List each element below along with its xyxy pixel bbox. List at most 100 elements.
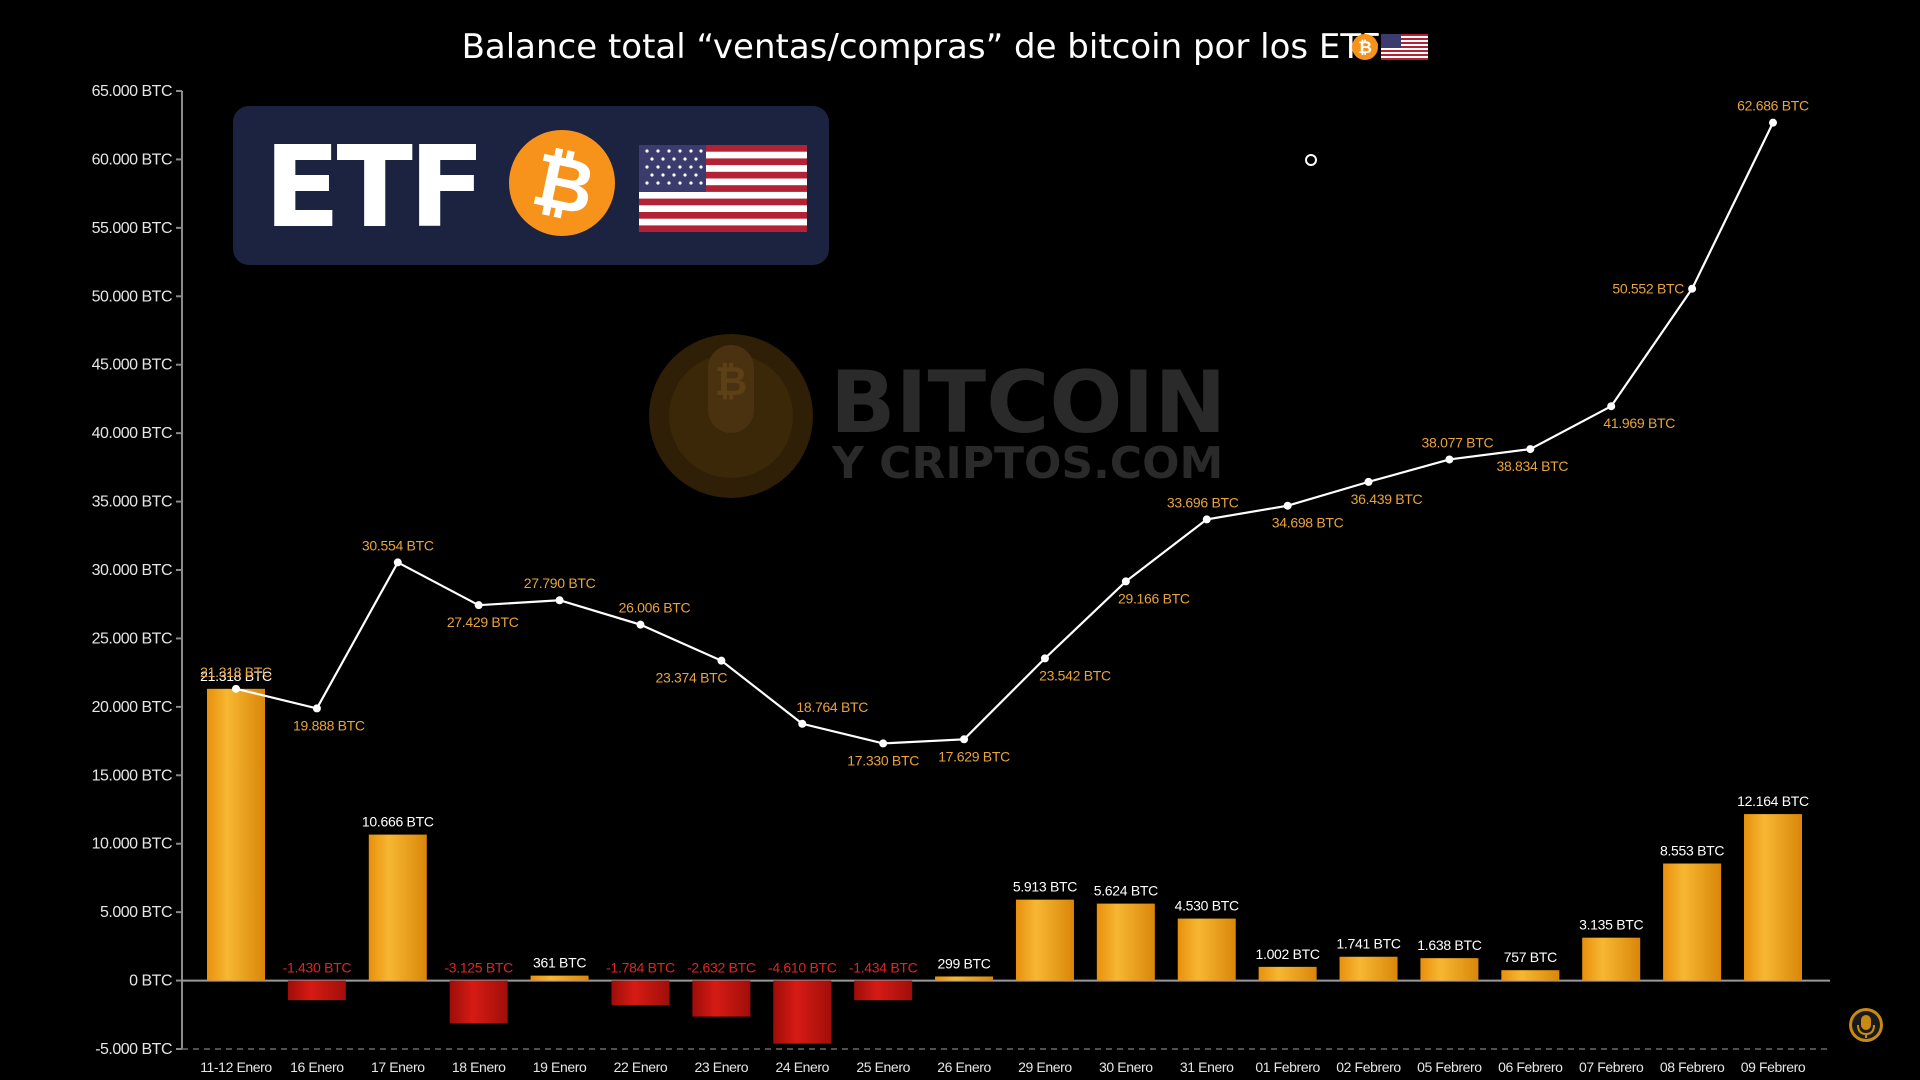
bar-value-label: -1.784 BTC (606, 960, 675, 976)
y-tick-label: -5.000 BTC (95, 1041, 172, 1058)
line-point (1688, 284, 1697, 293)
line-point (960, 735, 969, 744)
bar (1744, 814, 1802, 981)
line-value-label: 17.629 BTC (938, 748, 1010, 764)
line-point (1040, 654, 1049, 663)
line-point (1364, 477, 1373, 486)
x-tick-label: 17 Enero (371, 1059, 425, 1075)
bar (773, 980, 832, 1044)
y-tick-label: 15.000 BTC (92, 767, 172, 784)
line-value-label: 30.554 BTC (362, 537, 434, 553)
x-tick-label: 24 Enero (775, 1059, 829, 1075)
bar-value-label: 21.318 BTC (200, 668, 272, 684)
bar (854, 980, 913, 1001)
bar (207, 688, 265, 981)
bar (1015, 899, 1074, 981)
line-value-label: 18.764 BTC (796, 699, 868, 715)
x-tick-label: 09 Febrero (1741, 1059, 1806, 1075)
x-tick-label: 25 Enero (856, 1059, 910, 1075)
line-point (636, 620, 645, 629)
line-point (1607, 402, 1616, 411)
bar-series (207, 688, 1802, 1044)
x-tick-label: 16 Enero (290, 1059, 344, 1075)
bar-value-label: -1.430 BTC (283, 960, 352, 976)
line-value-label: 29.166 BTC (1118, 590, 1190, 606)
bar-value-label: 4.530 BTC (1175, 898, 1239, 914)
x-tick-label: 18 Enero (452, 1059, 506, 1075)
cursor-icon (1305, 154, 1317, 166)
bar-value-label: 5.913 BTC (1013, 879, 1077, 895)
bar (692, 980, 751, 1017)
x-tick-label: 31 Enero (1180, 1059, 1234, 1075)
line-point (1445, 455, 1454, 464)
bar (1501, 970, 1560, 981)
line-point (1202, 515, 1211, 524)
bar-value-label: 5.624 BTC (1094, 883, 1158, 899)
y-tick-label: 0 BTC (129, 973, 172, 990)
y-tick-label: 55.000 BTC (92, 220, 172, 237)
bar (611, 980, 670, 1005)
bar-value-label: -4.610 BTC (768, 960, 837, 976)
x-tick-label: 29 Enero (1018, 1059, 1072, 1075)
line-value-label: 38.077 BTC (1422, 434, 1494, 450)
bar (449, 980, 508, 1024)
etf-logo-banner: ETF ₿ (233, 106, 829, 265)
us-flag-logo-icon (639, 145, 807, 232)
y-tick-label: 45.000 BTC (92, 357, 172, 374)
y-tick-label: 40.000 BTC (92, 425, 172, 442)
bar (1339, 956, 1398, 981)
line-point (312, 704, 321, 713)
y-tick-label: 65.000 BTC (92, 83, 172, 100)
watermark-line1: BITCOIN (830, 353, 1226, 453)
y-tick-label: 5.000 BTC (100, 904, 172, 921)
line-point (474, 601, 483, 610)
line-point (1121, 577, 1130, 586)
bar (1420, 958, 1479, 981)
bar-value-label: 10.666 BTC (362, 814, 434, 830)
svg-text:₿: ₿ (715, 359, 748, 405)
x-tick-label: 05 Febrero (1417, 1059, 1482, 1075)
x-tick-label: 30 Enero (1099, 1059, 1153, 1075)
line-value-label: 17.330 BTC (847, 752, 919, 768)
x-tick-label: 23 Enero (695, 1059, 749, 1075)
bar (287, 980, 346, 1001)
y-tick-label: 50.000 BTC (92, 288, 172, 305)
bitcoin-icon: ₿ (1352, 34, 1378, 60)
bar-value-label: 1.638 BTC (1417, 937, 1481, 953)
line-point (393, 558, 402, 567)
line-value-label: 62.686 BTC (1737, 98, 1809, 114)
line-value-label: 36.439 BTC (1351, 491, 1423, 507)
x-tick-label: 01 Febrero (1255, 1059, 1320, 1075)
x-tick-label: 26 Enero (937, 1059, 991, 1075)
line-value-label: 50.552 BTC (1612, 281, 1684, 297)
x-tick-label: 22 Enero (614, 1059, 668, 1075)
line-value-label: 41.969 BTC (1603, 415, 1675, 431)
line-value-label: 38.834 BTC (1496, 458, 1568, 474)
line-point (1283, 501, 1292, 510)
x-tick-label: 07 Febrero (1579, 1059, 1644, 1075)
etf-logo-text: ETF (264, 123, 481, 253)
line-point (717, 656, 726, 665)
microphone-badge-icon (1849, 1008, 1883, 1042)
x-tick-label: 11-12 Enero (200, 1059, 272, 1075)
line-value-label: 27.429 BTC (447, 614, 519, 630)
svg-text:₿: ₿ (1358, 38, 1372, 58)
bar (1582, 937, 1641, 981)
data-labels: 21.318 BTC -1.430 BTC 10.666 BTC -3.125 BTC… (200, 98, 1809, 976)
line-series (232, 118, 1777, 748)
x-tick-label: 02 Febrero (1336, 1059, 1401, 1075)
y-tick-label: 20.000 BTC (92, 699, 172, 716)
line-value-label: 23.542 BTC (1039, 667, 1111, 683)
chart-title: Balance total “ventas/compras” de bitcoi… (462, 27, 1399, 67)
x-tick-label: 06 Febrero (1498, 1059, 1563, 1075)
bar (1663, 863, 1722, 981)
bar-value-label: 361 BTC (533, 955, 586, 971)
bar-value-label: -1.434 BTC (849, 960, 918, 976)
line-value-label: 21.318 BTC (200, 664, 272, 680)
bar-value-label: 757 BTC (1504, 949, 1557, 965)
bar-value-label: 1.741 BTC (1336, 936, 1400, 952)
bar (1258, 966, 1317, 981)
bar (1096, 903, 1155, 981)
line-value-label: 34.698 BTC (1272, 515, 1344, 531)
